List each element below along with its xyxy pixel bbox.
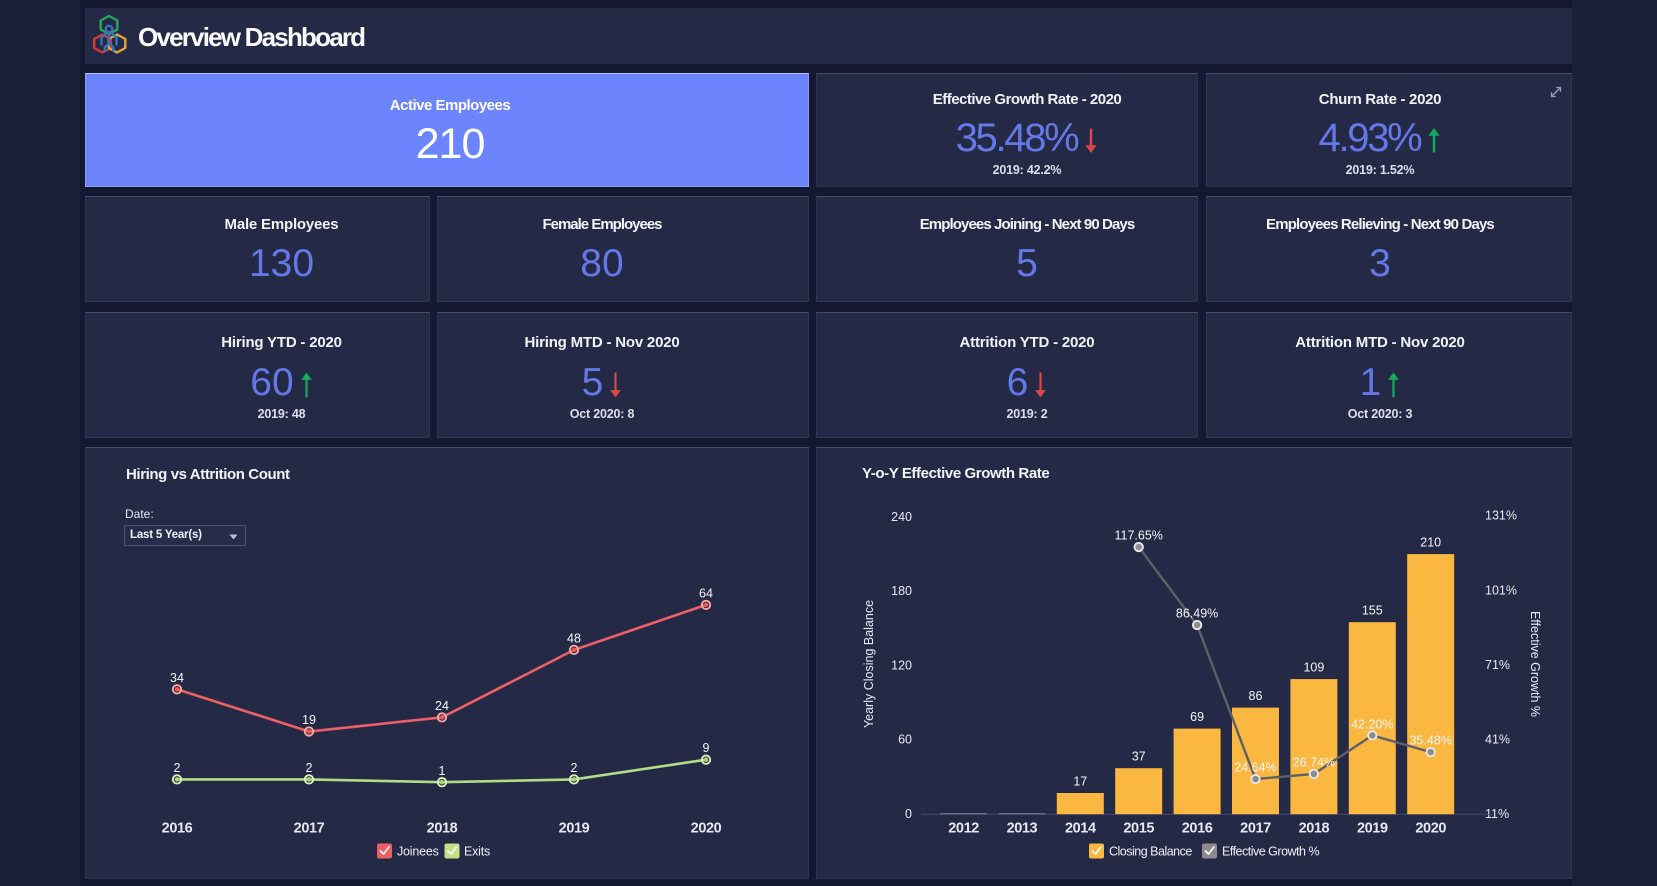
svg-text:210: 210 — [1420, 536, 1441, 550]
svg-text:109: 109 — [1303, 661, 1324, 675]
svg-text:64: 64 — [699, 587, 713, 601]
svg-text:2013: 2013 — [1007, 821, 1038, 837]
svg-text:1: 1 — [439, 764, 446, 778]
svg-text:2: 2 — [306, 761, 313, 775]
svg-text:2: 2 — [571, 761, 578, 775]
svg-text:24.64%: 24.64% — [1234, 761, 1276, 775]
svg-text:2: 2 — [174, 761, 181, 775]
svg-text:9: 9 — [703, 741, 710, 755]
svg-text:2018: 2018 — [1299, 821, 1330, 837]
svg-text:117.65%: 117.65% — [1114, 529, 1162, 543]
svg-text:180: 180 — [891, 584, 912, 598]
svg-text:0: 0 — [905, 807, 912, 821]
svg-text:26.74%: 26.74% — [1293, 756, 1335, 770]
svg-text:Joinees: Joinees — [397, 845, 439, 859]
svg-text:71%: 71% — [1485, 658, 1510, 672]
svg-text:41%: 41% — [1485, 732, 1510, 746]
svg-text:34: 34 — [170, 671, 184, 685]
svg-text:35.48%: 35.48% — [1409, 734, 1451, 748]
svg-text:131%: 131% — [1485, 508, 1517, 522]
svg-text:240: 240 — [891, 510, 912, 524]
svg-text:2018: 2018 — [427, 821, 458, 837]
svg-text:120: 120 — [891, 658, 912, 672]
svg-text:24: 24 — [435, 699, 449, 713]
svg-text:60: 60 — [898, 733, 912, 747]
svg-text:11%: 11% — [1485, 807, 1509, 821]
svg-text:48: 48 — [567, 632, 581, 646]
svg-text:2015: 2015 — [1123, 821, 1154, 837]
svg-text:101%: 101% — [1485, 583, 1517, 597]
svg-text:2019: 2019 — [559, 821, 590, 837]
svg-text:Exits: Exits — [464, 845, 490, 859]
svg-text:2020: 2020 — [691, 821, 722, 837]
svg-text:17: 17 — [1073, 775, 1087, 789]
svg-text:2016: 2016 — [162, 821, 193, 837]
svg-text:86.49%: 86.49% — [1176, 607, 1218, 621]
svg-text:Closing Balance: Closing Balance — [1109, 845, 1192, 859]
svg-text:2017: 2017 — [1240, 821, 1271, 837]
svg-text:2019: 2019 — [1357, 821, 1388, 837]
svg-text:2014: 2014 — [1065, 821, 1096, 837]
svg-text:2012: 2012 — [948, 821, 979, 837]
svg-text:2020: 2020 — [1415, 821, 1446, 837]
svg-text:42.20%: 42.20% — [1351, 718, 1393, 732]
svg-text:69: 69 — [1190, 710, 1204, 724]
svg-text:86: 86 — [1249, 689, 1263, 703]
svg-text:2017: 2017 — [294, 821, 325, 837]
svg-text:Yearly Closing Balance: Yearly Closing Balance — [862, 600, 876, 728]
svg-text:155: 155 — [1362, 604, 1383, 618]
svg-text:Effective Growth %: Effective Growth % — [1528, 611, 1542, 717]
svg-text:19: 19 — [302, 713, 316, 727]
svg-text:2016: 2016 — [1182, 821, 1213, 837]
svg-text:Effective Growth %: Effective Growth % — [1222, 845, 1319, 859]
svg-text:37: 37 — [1132, 750, 1146, 764]
